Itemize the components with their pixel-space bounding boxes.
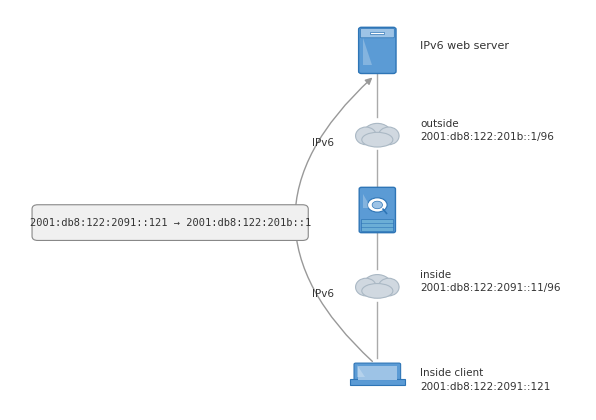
FancyArrow shape	[350, 379, 405, 385]
Bar	[370, 32, 384, 34]
Ellipse shape	[362, 132, 393, 147]
Ellipse shape	[362, 284, 393, 298]
Ellipse shape	[363, 275, 392, 297]
Text: outside
2001:db8:122:201b::1/96: outside 2001:db8:122:201b::1/96	[421, 118, 554, 142]
Text: inside
2001:db8:122:2091::11/96: inside 2001:db8:122:2091::11/96	[421, 270, 561, 293]
Bar	[362, 219, 393, 231]
Polygon shape	[358, 365, 365, 377]
Ellipse shape	[363, 123, 392, 145]
FancyArrowPatch shape	[295, 79, 372, 362]
Ellipse shape	[378, 127, 399, 144]
FancyBboxPatch shape	[359, 187, 396, 233]
FancyBboxPatch shape	[354, 363, 401, 383]
Polygon shape	[362, 194, 371, 208]
FancyBboxPatch shape	[361, 29, 395, 38]
Bar	[358, 366, 396, 381]
Text: Inside client
2001:db8:122:2091::121: Inside client 2001:db8:122:2091::121	[421, 368, 551, 392]
FancyBboxPatch shape	[359, 27, 396, 74]
Ellipse shape	[356, 127, 376, 144]
Polygon shape	[362, 38, 372, 65]
FancyBboxPatch shape	[32, 205, 308, 240]
Text: IPv6: IPv6	[312, 138, 334, 148]
Text: IPv6: IPv6	[312, 289, 334, 299]
Circle shape	[372, 201, 383, 209]
Ellipse shape	[378, 278, 399, 296]
Text: IPv6 web server: IPv6 web server	[421, 41, 510, 51]
Ellipse shape	[356, 278, 376, 296]
Text: 2001:db8:122:2091::121 → 2001:db8:122:201b::1: 2001:db8:122:2091::121 → 2001:db8:122:20…	[30, 218, 311, 228]
Circle shape	[368, 198, 387, 212]
